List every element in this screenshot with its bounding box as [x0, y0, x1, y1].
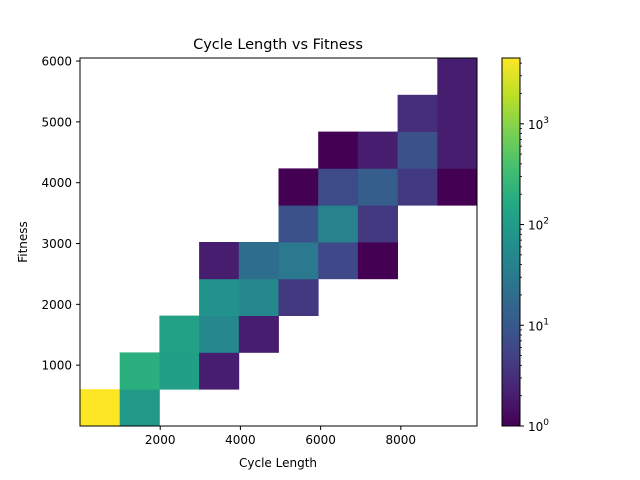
heatmap-cell [238, 278, 279, 316]
colorbar-frame [501, 57, 521, 427]
y-axis: 1000 2000 3000 4000 5000 6000 [41, 55, 80, 373]
heatmap-cell [437, 131, 478, 169]
colorbar-ticks: 100 101 102 103 [520, 62, 549, 434]
heatmap-cell [278, 205, 319, 243]
heatmap-cell [437, 58, 478, 96]
heatmap-cell [199, 315, 240, 353]
heatmap-cell [119, 389, 160, 427]
heatmap-cell [318, 168, 359, 206]
y-axis-label: Fitness [16, 221, 30, 263]
y-tick-label: 6000 [41, 55, 72, 69]
heatmap-cell [199, 352, 240, 390]
heatmap-cell [318, 131, 359, 169]
heatmap-cell [159, 352, 200, 390]
heatmap-cell [437, 168, 478, 206]
heatmap-cell [238, 242, 279, 280]
heatmap-cell [199, 278, 240, 316]
heatmap-cells [80, 58, 478, 427]
heatmap-cell [318, 205, 359, 243]
heatmap-cell [357, 205, 398, 243]
x-tick-label: 6000 [305, 433, 336, 447]
x-tick-label: 8000 [386, 433, 417, 447]
y-tick-label: 5000 [41, 115, 72, 129]
heatmap-cell [238, 315, 279, 353]
x-axis-label: Cycle Length [239, 456, 317, 470]
colorbar-tick-label: 100 [528, 418, 549, 434]
heatmap-cell [119, 352, 160, 390]
heatmap-cell [199, 242, 240, 280]
heatmap-cell [357, 131, 398, 169]
y-tick-label: 2000 [41, 298, 72, 312]
y-tick-label: 1000 [41, 359, 72, 373]
x-tick-label: 4000 [225, 433, 256, 447]
colorbar-tick-label: 103 [528, 116, 549, 132]
colorbar-tick-label: 102 [528, 217, 549, 233]
heatmap-cell [159, 315, 200, 353]
y-tick-label: 3000 [41, 237, 72, 251]
chart-title: Cycle Length vs Fitness [193, 37, 363, 53]
heatmap-cell [80, 389, 121, 427]
colorbar-gradient [502, 58, 520, 426]
colorbar-tick-label: 101 [528, 317, 549, 333]
heatmap-cell [397, 168, 438, 206]
heatmap-cell [278, 168, 319, 206]
heatmap-cell [397, 94, 438, 132]
plot-frame [79, 57, 478, 427]
heatmap-cell [357, 168, 398, 206]
heatmap-cell [357, 242, 398, 280]
y-tick-label: 4000 [41, 176, 72, 190]
heatmap-cell [278, 242, 319, 280]
heatmap-cell [437, 94, 478, 132]
heatmap-cell [397, 131, 438, 169]
colorbar: 100 101 102 103 [501, 57, 549, 434]
heatmap-cell [278, 278, 319, 316]
x-axis: 2000 4000 6000 8000 [145, 426, 416, 447]
x-tick-label: 2000 [145, 433, 176, 447]
heatmap-cell [318, 242, 359, 280]
